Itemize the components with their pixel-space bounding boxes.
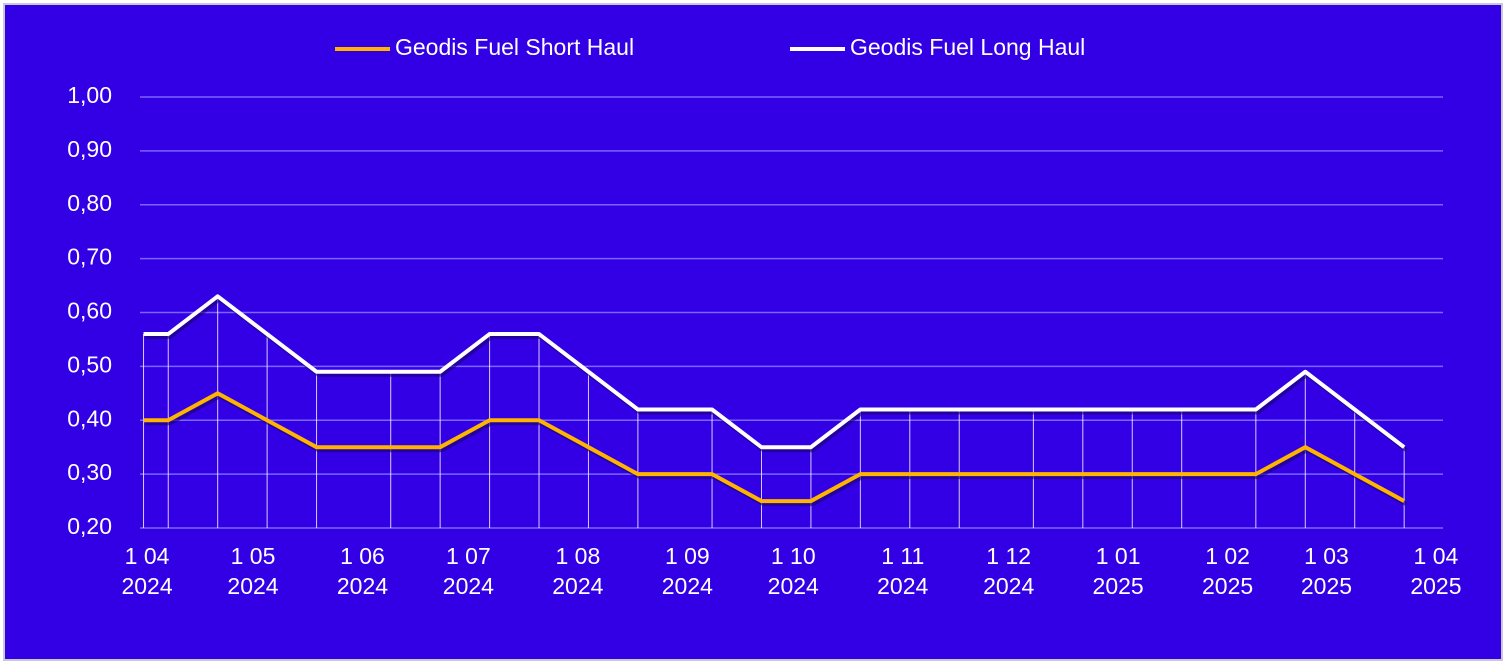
- x-tick-label-line: 1 10: [771, 543, 816, 569]
- y-tick-label: 0,40: [67, 405, 112, 431]
- x-tick-label: 1 09 2024: [662, 543, 713, 599]
- x-tick-label-line: 1 07: [446, 543, 491, 569]
- x-tick-label: 1 07 2024: [443, 543, 494, 599]
- x-tick-label: 1 08 2024: [552, 543, 603, 599]
- y-tick-label: 0,20: [67, 513, 112, 539]
- x-tick-label: 1 12 2024: [983, 543, 1034, 599]
- legend-label: Geodis Fuel Long Haul: [850, 34, 1085, 60]
- x-tick-label-line: 2024: [121, 573, 172, 599]
- y-tick-label: 0,50: [67, 351, 112, 377]
- x-tick-label: 1 05 2024: [227, 543, 278, 599]
- legend-label: Geodis Fuel Short Haul: [395, 34, 634, 60]
- x-tick-label-line: 1 02: [1205, 543, 1250, 569]
- x-tick-label-line: 2025: [1410, 573, 1461, 599]
- x-tick-label: 1 02 2025: [1202, 543, 1253, 599]
- series-line: [143, 294, 1406, 450]
- series-shadow: [145, 296, 1408, 453]
- x-tick-label: 1 10 2024: [768, 543, 819, 599]
- x-tick-label-line: 1 03: [1304, 543, 1349, 569]
- x-tick-label-line: 2024: [443, 573, 494, 599]
- x-tick-label-line: 2024: [983, 573, 1034, 599]
- y-tick-label: 0,70: [67, 244, 112, 270]
- x-tick-label-line: 2025: [1202, 573, 1253, 599]
- y-tick-label: 0,30: [67, 459, 112, 485]
- y-tick-label: 0,90: [67, 136, 112, 162]
- series-line: [143, 391, 1406, 504]
- x-tick-label-line: 2024: [768, 573, 819, 599]
- x-tick-label: 1 03 2025: [1301, 543, 1352, 599]
- x-tick-label-line: 1 04: [1414, 543, 1459, 569]
- x-tick-label: 1 04 2025: [1410, 543, 1461, 599]
- chart-background: [3, 3, 1503, 661]
- x-tick-label-line: 2024: [877, 573, 928, 599]
- x-tick-label: 1 06 2024: [337, 543, 388, 599]
- x-tick-label-line: 2024: [337, 573, 388, 599]
- x-tick-label-line: 2025: [1093, 573, 1144, 599]
- x-tick-label-line: 2024: [662, 573, 713, 599]
- x-tick-label: 1 11 2024: [877, 543, 928, 599]
- x-tick-label-line: 1 01: [1096, 543, 1141, 569]
- x-tick-label: 1 01 2025: [1093, 543, 1144, 599]
- x-tick-label-line: 1 08: [555, 543, 600, 569]
- x-tick-label-line: 2025: [1301, 573, 1352, 599]
- x-tick-label-line: 1 09: [665, 543, 710, 569]
- x-tick-label-line: 1 05: [231, 543, 276, 569]
- x-tick-label-line: 1 12: [986, 543, 1031, 569]
- y-tick-label: 0,60: [67, 298, 112, 324]
- x-tick-label-line: 1 04: [125, 543, 170, 569]
- x-tick-label-line: 1 11: [881, 543, 924, 569]
- x-tick-label-line: 1 06: [340, 543, 385, 569]
- x-tick-label-line: 2024: [227, 573, 278, 599]
- y-tick-label: 1,00: [67, 82, 112, 108]
- y-tick-label: 0,80: [67, 190, 112, 216]
- series-shadow: [145, 394, 1408, 507]
- x-tick-label-line: 2024: [552, 573, 603, 599]
- x-tick-label: 1 04 2024: [121, 543, 172, 599]
